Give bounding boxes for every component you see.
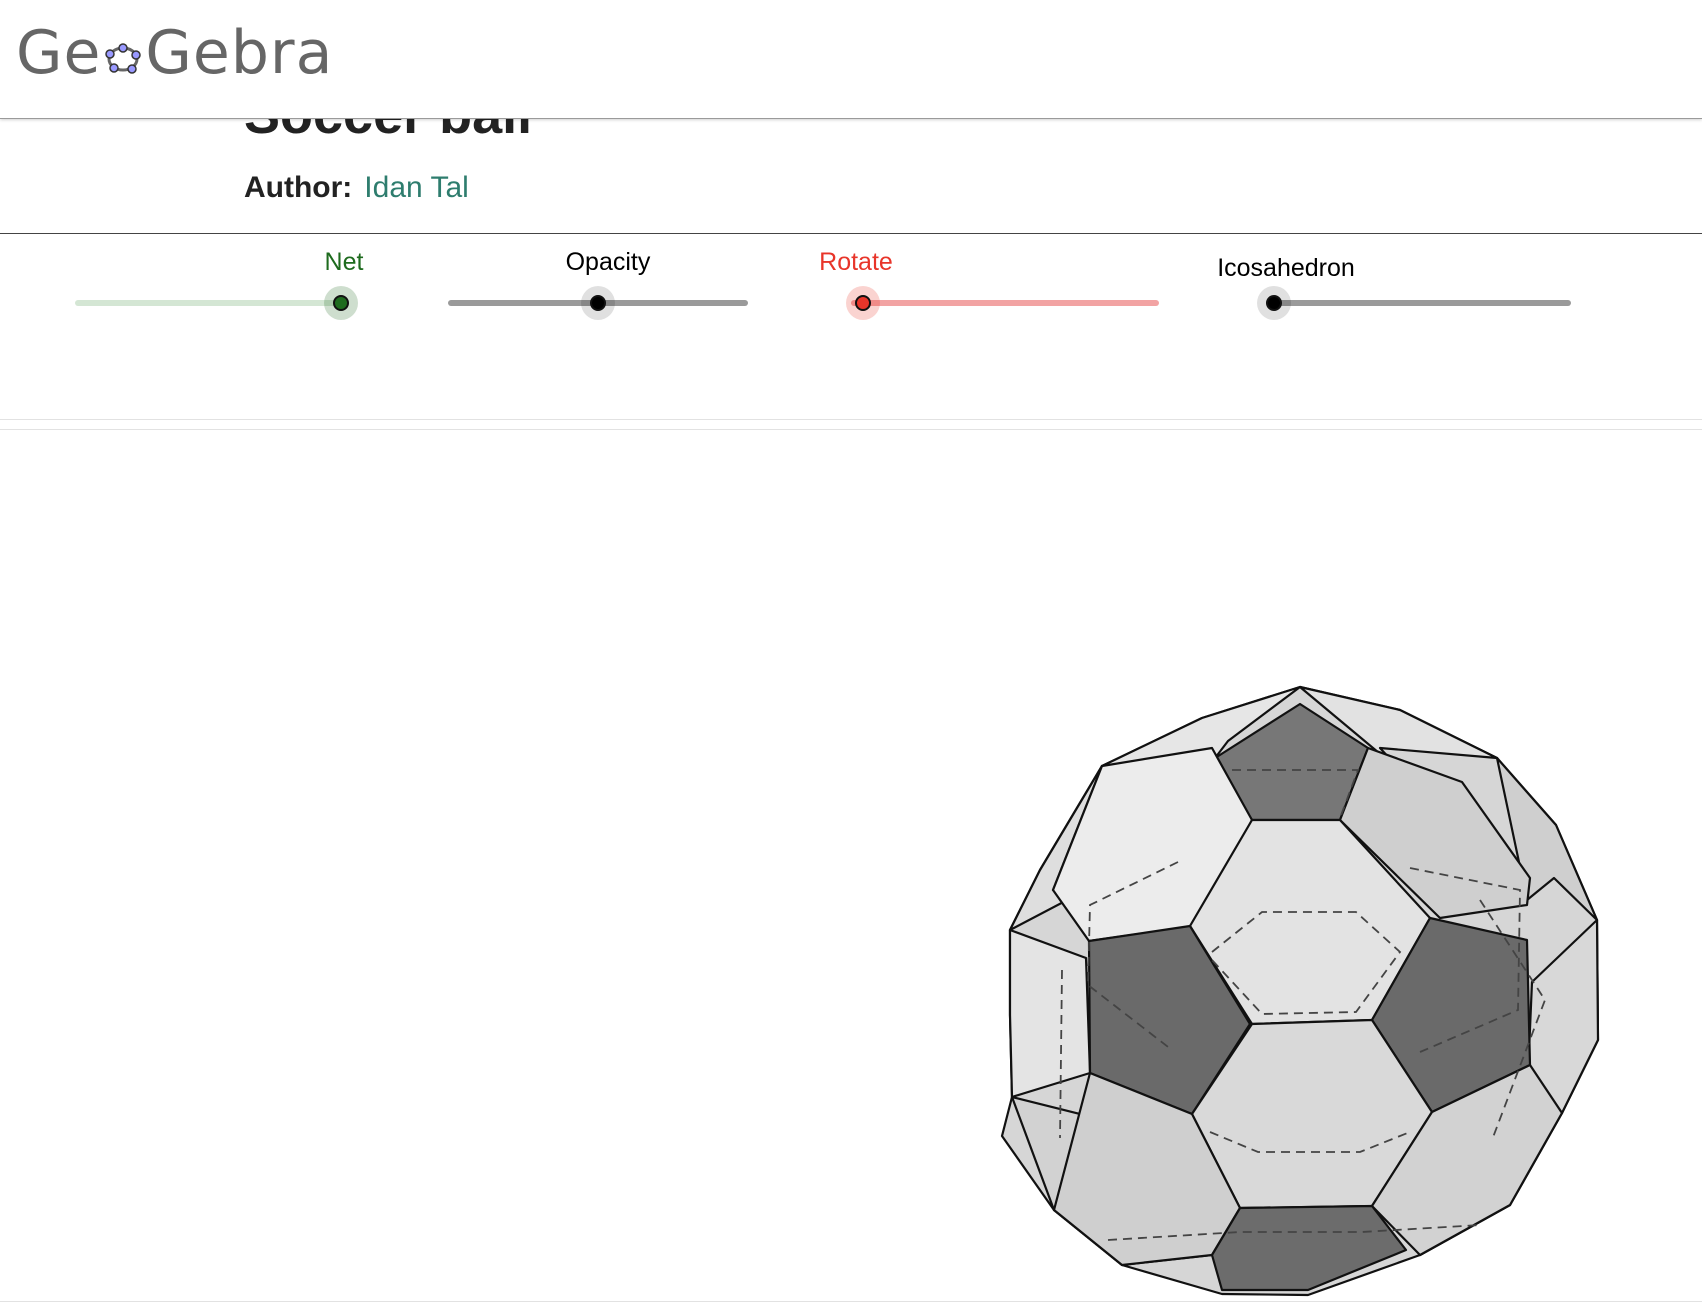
logo-text-end: Gebra: [145, 18, 334, 88]
soccer-ball[interactable]: [1000, 685, 1600, 1297]
separator: [0, 419, 1702, 420]
slider-net-thumb[interactable]: [333, 295, 349, 311]
slider-net-label: Net: [324, 248, 364, 276]
slider-opacity-label: Opacity: [565, 248, 651, 276]
author-row: Author: Idan Tal: [244, 171, 469, 205]
slider-opacity-thumb[interactable]: [590, 295, 606, 311]
graphics-3d-view[interactable]: [0, 430, 1702, 1300]
geogebra-logo[interactable]: Ge Gebra: [16, 18, 333, 88]
separator: [0, 1301, 1702, 1302]
slider-icosahedron-thumb[interactable]: [1266, 295, 1282, 311]
author-label: Author:: [244, 171, 353, 204]
slider-net-track[interactable]: [75, 300, 341, 306]
geogebra-logo-icon: [105, 43, 142, 74]
author-link[interactable]: Idan Tal: [364, 171, 469, 204]
app-header: Ge Gebra: [0, 0, 1702, 118]
slider-rotate-thumb[interactable]: [855, 295, 871, 311]
hidden-edges: [1059, 769, 1547, 1241]
separator: [0, 429, 1702, 430]
divider: [0, 233, 1702, 234]
logo-text-start: Ge: [16, 18, 102, 88]
slider-rotate-label: Rotate: [819, 248, 893, 276]
slider-icosahedron-track[interactable]: [1266, 300, 1571, 306]
slider-icosahedron-label: Icosahedron: [1217, 254, 1355, 282]
slider-rotate-track[interactable]: [851, 300, 1159, 306]
